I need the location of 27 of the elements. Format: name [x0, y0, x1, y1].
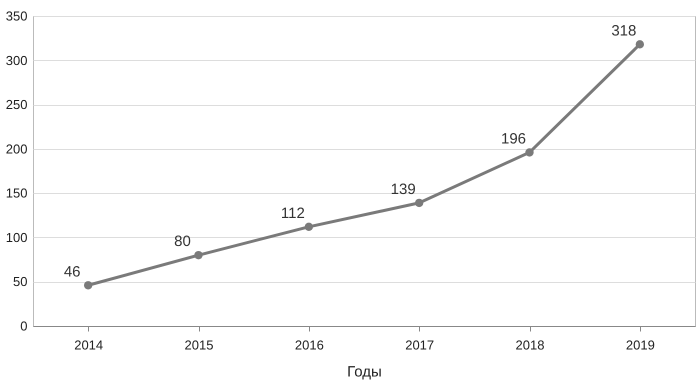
y-tick-label: 150 [6, 186, 28, 201]
point [414, 198, 424, 208]
point [194, 250, 203, 260]
point [525, 148, 534, 157]
y-tick-label: 200 [6, 141, 28, 156]
data-label: 46 [64, 263, 81, 280]
y-tick-label: 250 [6, 97, 28, 112]
x-axis-title: Годы [347, 364, 382, 380]
y-tick-label: 300 [6, 52, 28, 68]
x-tick-label: 2014 [74, 338, 104, 352]
y-tick-label: 350 [6, 8, 28, 24]
x-tick-label: 2017 [405, 338, 434, 352]
x-tick-label: 2019 [626, 338, 655, 352]
point [84, 281, 92, 290]
point [304, 222, 314, 231]
x-tick-label: 2016 [294, 338, 324, 352]
data-label: 196 [500, 130, 526, 148]
x-tick-label: 2015 [184, 338, 214, 352]
data-label: 139 [390, 180, 416, 198]
data-label: 80 [174, 233, 191, 250]
data-label: 318 [611, 22, 636, 40]
y-tick-label: 0 [20, 318, 28, 334]
y-tick-label: 50 [13, 274, 28, 290]
x-tick-label: 2018 [516, 338, 544, 352]
point [636, 40, 644, 49]
data-label: 112 [280, 204, 305, 222]
y-tick-label: 100 [6, 230, 28, 245]
